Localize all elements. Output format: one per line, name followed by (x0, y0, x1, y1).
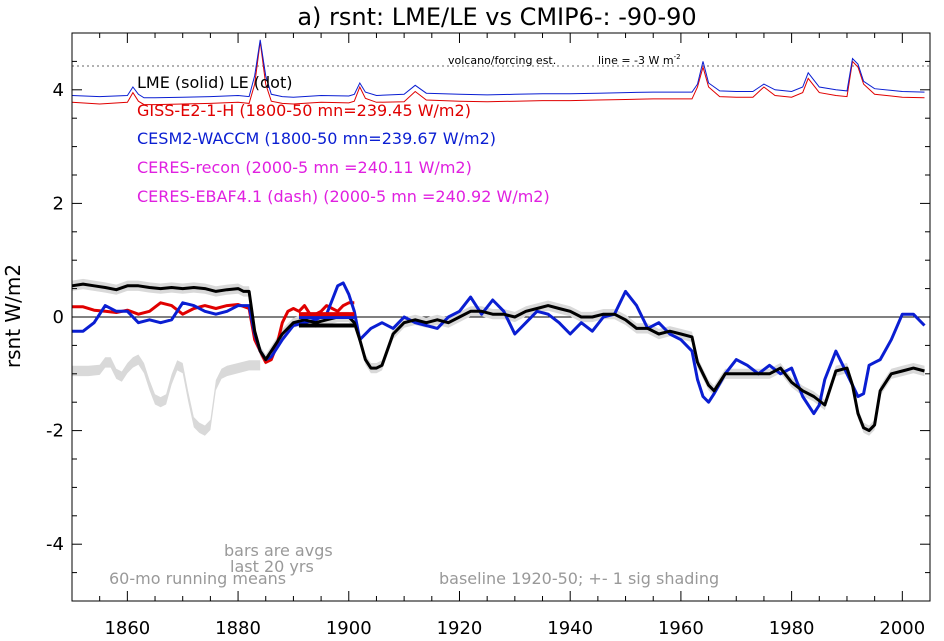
legend: LME (solid) LE (dot) GISS-E2-1-H (1800-5… (137, 73, 550, 206)
volcano-annotation: volcano/forcing est. (448, 54, 556, 67)
cesm-series-line (72, 281, 926, 416)
x-tick-label: 1880 (215, 618, 261, 639)
x-tick-label: 1900 (326, 618, 372, 639)
line-scale-annotation: line = -3 W m-2 (598, 53, 681, 67)
bars-note-1: bars are avgs (224, 541, 333, 560)
legend-ceres-ebaf: CERES-EBAF4.1 (dash) (2000-5 mn =240.92 … (137, 187, 550, 206)
y-tick-label: -4 (46, 534, 64, 555)
legend-cesm: CESM2-WACCM (1800-50 mn=239.67 W/m2) (137, 129, 496, 148)
x-axis-ticks: 1860 1880 1900 1920 1940 1960 1980 2000 (71, 33, 931, 639)
y-tick-label: -2 (46, 421, 64, 442)
le-shading (72, 354, 261, 436)
lme-shading (72, 278, 925, 436)
x-tick-label: 1940 (547, 618, 593, 639)
x-tick-label: 2000 (879, 618, 925, 639)
line-scale-superscript: -2 (674, 53, 681, 61)
running-means-note: 60-mo running means (109, 569, 286, 588)
legend-lme-le: LME (solid) LE (dot) (137, 73, 292, 92)
bars-note-2: last 20 yrs (230, 557, 314, 576)
line-scale-text: line = -3 W m (598, 54, 674, 67)
annotations: volcano/forcing est. line = -3 W m-2 bar… (109, 53, 719, 588)
chart-title: a) rsnt: LME/LE vs CMIP6-: -90-90 (297, 3, 696, 31)
y-axis-ticks: 4 2 0 -2 -4 (46, 32, 930, 602)
y-tick-label: 2 (53, 193, 64, 214)
x-tick-label: 1960 (658, 618, 704, 639)
lme-series-line (71, 282, 925, 433)
plot-area (71, 39, 930, 436)
x-tick-label: 1980 (769, 618, 815, 639)
axes: 1860 1880 1900 1920 1940 1960 1980 2000 4 2 0 -2 -4 (46, 32, 931, 639)
legend-giss: GISS-E2-1-H (1800-50 mn=239.45 W/m2) (137, 101, 471, 120)
x-tick-label: 1860 (104, 618, 150, 639)
baseline-note: baseline 1920-50; +- 1 sig shading (439, 569, 719, 588)
forcing-curve-red (71, 41, 925, 106)
legend-ceres-recon: CERES-recon (2000-5 mn =240.11 W/m2) (137, 158, 472, 177)
y-tick-label: 4 (53, 80, 64, 101)
forcing-curve-blue (71, 39, 925, 99)
y-axis-label: rsnt W/m2 (1, 264, 25, 368)
x-tick-label: 1920 (437, 618, 483, 639)
y-tick-label: 0 (53, 307, 64, 328)
